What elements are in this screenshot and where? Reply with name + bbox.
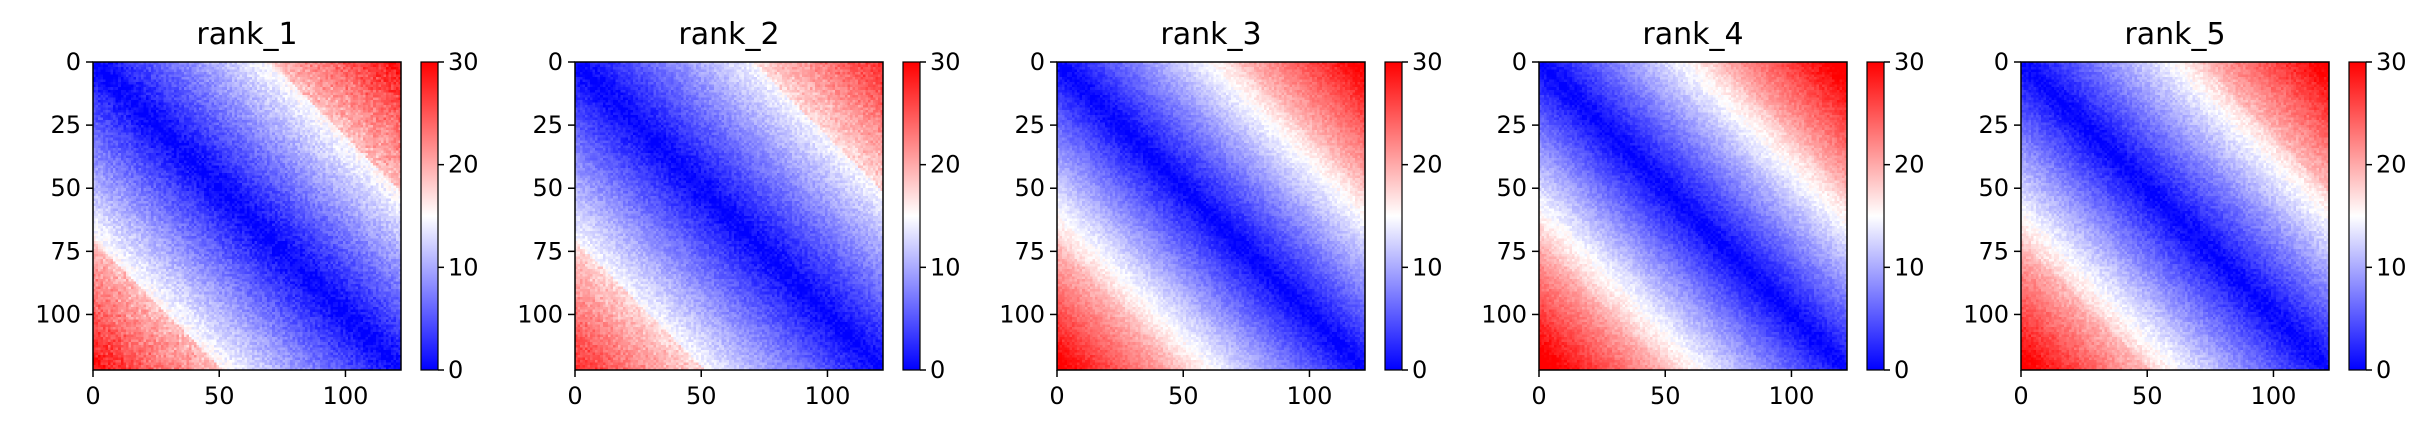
panel-title-1: rank_1: [196, 17, 297, 52]
colorbar-tick-label: 20: [930, 151, 961, 179]
heatmap-image-4: [1539, 62, 1847, 370]
y-tick-label: 75: [1978, 237, 2009, 265]
y-tick-label: 0: [1994, 48, 2009, 76]
heatmap-image-3: [1057, 62, 1365, 370]
panel-title-5: rank_5: [2124, 17, 2225, 52]
colorbar-4: [1866, 61, 1885, 371]
x-tick-label: 0: [567, 382, 582, 410]
panel-title-2: rank_2: [678, 17, 779, 52]
heatmap-panel-3: rank_3 0 25 50 75 100 0 50 100 0 10 20 30: [999, 17, 1442, 410]
heatmap-frame-2: [574, 61, 884, 371]
heatmap-frame-4: [1538, 61, 1848, 371]
y-tick-label: 0: [1030, 48, 1045, 76]
y-tick-label: 100: [999, 300, 1045, 328]
colorbar-5: [2348, 61, 2367, 371]
y-tick-label: 100: [35, 300, 81, 328]
colorbar-tick-label: 20: [1894, 151, 1925, 179]
y-tick-label: 100: [1481, 300, 1527, 328]
x-tick-label: 100: [805, 382, 851, 410]
colorbar-tick-label: 30: [930, 48, 961, 76]
colorbar-tick-label: 30: [1894, 48, 1925, 76]
colorbar-tick-label: 0: [1894, 356, 1909, 384]
y-tick-label: 50: [1496, 174, 1527, 202]
y-tick-label: 25: [50, 111, 81, 139]
colorbar-tick-label: 0: [2376, 356, 2391, 384]
heatmap-frame-3: [1056, 61, 1366, 371]
colorbar-tick-label: 0: [930, 356, 945, 384]
colorbar-tick-label: 30: [2376, 48, 2407, 76]
y-tick-label: 25: [1014, 111, 1045, 139]
heatmap-frame-5: [2020, 61, 2330, 371]
y-tick-label: 50: [532, 174, 563, 202]
panel-title-3: rank_3: [1160, 17, 1261, 52]
y-tick-label: 75: [50, 237, 81, 265]
x-tick-label: 100: [1287, 382, 1333, 410]
y-tick-label: 50: [1978, 174, 2009, 202]
y-tick-label: 0: [66, 48, 81, 76]
colorbar-tick-label: 30: [1412, 48, 1443, 76]
y-tick-label: 75: [532, 237, 563, 265]
colorbar-tick-label: 10: [1412, 253, 1443, 281]
y-tick-label: 25: [1496, 111, 1527, 139]
x-tick-label: 50: [1168, 382, 1199, 410]
x-tick-label: 50: [1650, 382, 1681, 410]
heatmap-panel-2: rank_2 0 25 50 75 100 0 50 100 0 10 20 30: [517, 17, 960, 410]
x-tick-label: 100: [1769, 382, 1815, 410]
heatmap-panel-4: rank_4 0 25 50 75 100 0 50 100 0 10 20 30: [1481, 17, 1924, 410]
colorbar-tick-label: 30: [448, 48, 479, 76]
y-tick-label: 0: [548, 48, 563, 76]
y-tick-label: 25: [532, 111, 563, 139]
panel-title-4: rank_4: [1642, 17, 1743, 52]
colorbar-tick-label: 10: [930, 253, 961, 281]
colorbar-3: [1384, 61, 1403, 371]
heatmap-image-5: [2021, 62, 2329, 370]
colorbar-tick-label: 20: [1412, 151, 1443, 179]
y-tick-label: 75: [1496, 237, 1527, 265]
x-tick-label: 50: [204, 382, 235, 410]
heatmap-panel-5: rank_5 0 25 50 75 100 0 50 100 0 10 20 30: [1963, 17, 2406, 410]
y-tick-label: 0: [1512, 48, 1527, 76]
heatmap-panel-1: rank_1 0 25 50 75 100 0 50 100 0 10 20 30: [35, 17, 478, 410]
colorbar-tick-label: 10: [1894, 253, 1925, 281]
y-tick-label: 50: [50, 174, 81, 202]
x-tick-label: 100: [2251, 382, 2297, 410]
x-tick-label: 100: [323, 382, 369, 410]
x-tick-label: 0: [1049, 382, 1064, 410]
x-tick-label: 50: [2132, 382, 2163, 410]
colorbar-tick-label: 20: [2376, 151, 2407, 179]
heatmap-frame-1: [92, 61, 402, 371]
colorbar-tick-label: 0: [1412, 356, 1427, 384]
colorbar-tick-label: 10: [2376, 253, 2407, 281]
y-tick-label: 75: [1014, 237, 1045, 265]
y-tick-label: 25: [1978, 111, 2009, 139]
x-tick-label: 0: [85, 382, 100, 410]
colorbar-tick-label: 0: [448, 356, 463, 384]
heatmap-image-1: [93, 62, 401, 370]
x-tick-label: 0: [1531, 382, 1546, 410]
colorbar-1: [420, 61, 439, 371]
x-tick-label: 50: [686, 382, 717, 410]
colorbar-2: [902, 61, 921, 371]
heatmap-image-2: [575, 62, 883, 370]
y-tick-label: 100: [1963, 300, 2009, 328]
y-tick-label: 100: [517, 300, 563, 328]
x-tick-label: 0: [2013, 382, 2028, 410]
colorbar-tick-label: 10: [448, 253, 479, 281]
colorbar-tick-label: 20: [448, 151, 479, 179]
y-tick-label: 50: [1014, 174, 1045, 202]
